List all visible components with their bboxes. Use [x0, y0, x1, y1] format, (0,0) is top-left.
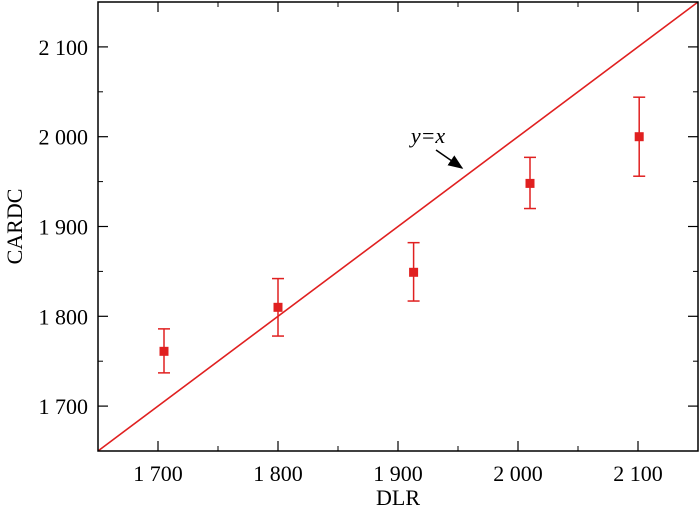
x-tick-label: 2 100: [613, 461, 663, 486]
x-axis-title: DLR: [376, 485, 420, 510]
y-axis-title: CARDC: [2, 189, 27, 265]
data-point-group: [272, 277, 284, 337]
data-point-marker: [634, 132, 644, 142]
y-tick-label: 2 100: [39, 35, 89, 60]
data-point-marker: [525, 178, 535, 188]
data-point-marker: [159, 346, 169, 356]
data-point-group: [407, 241, 420, 302]
data-point-marker: [273, 302, 283, 312]
data-point-marker: [409, 267, 419, 277]
x-tick-label: 1 800: [253, 461, 303, 486]
y-tick-label: 1 800: [39, 304, 89, 329]
x-tick-label: 2 000: [493, 461, 543, 486]
y-tick-label: 2 000: [39, 125, 89, 150]
data-point-group: [158, 328, 170, 374]
data-point-group: [524, 156, 536, 210]
y-equals-x-annotation: y=x: [409, 123, 446, 148]
annotation-arrow: [435, 149, 464, 169]
x-tick-label: 1 700: [133, 461, 183, 486]
data-point-group: [633, 96, 646, 177]
y-tick-label: 1 700: [39, 394, 89, 419]
reference-line-y-equals-x: [97, 1, 699, 452]
y-tick-label: 1 900: [39, 215, 89, 240]
x-tick-label: 1 900: [373, 461, 423, 486]
